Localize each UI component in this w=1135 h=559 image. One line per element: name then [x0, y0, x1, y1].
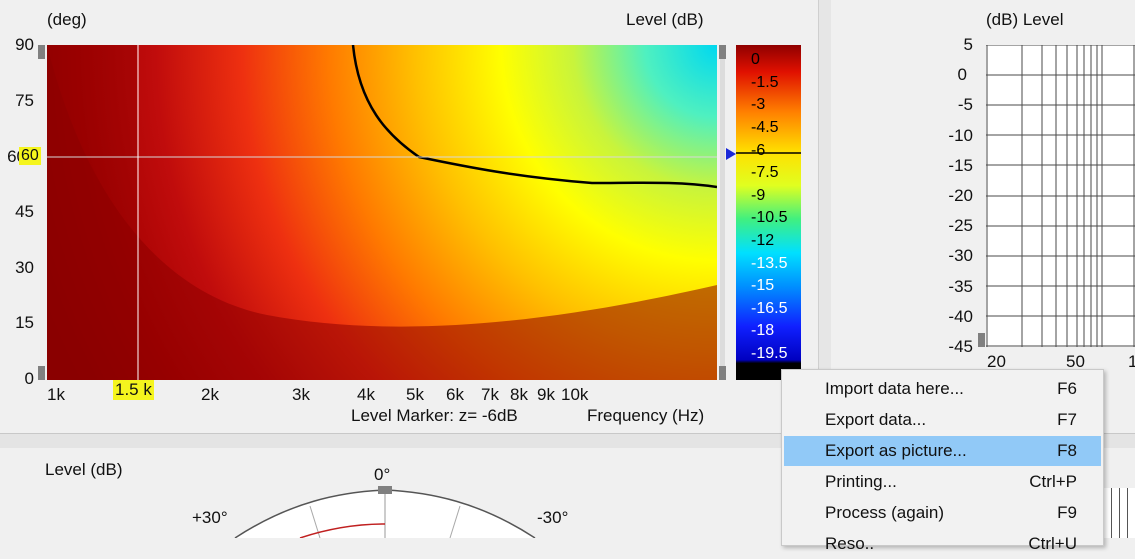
y-tick: -20	[948, 186, 973, 205]
y-tick-15: 15	[15, 313, 34, 332]
polar-level-label: Level (dB)	[45, 460, 123, 479]
colorbar-tick: -1.5	[751, 74, 779, 91]
menu-item-label: Export as picture...	[825, 441, 967, 460]
x-slider-top-handle[interactable]	[719, 45, 726, 59]
x-tick: 8k	[510, 385, 528, 404]
colorbar-tick: -10.5	[751, 209, 788, 226]
level-chart-grid[interactable]	[986, 45, 1135, 347]
menu-item-shortcut: F9	[1057, 503, 1077, 522]
cursor-frequency-badge: 1.5 k	[113, 380, 154, 400]
context-menu: Import data here... F6 Export data... F7…	[781, 369, 1104, 553]
x-tick: 50	[1066, 352, 1085, 371]
colorbar-tick: -19.5	[751, 345, 788, 362]
y-tick: -5	[957, 95, 973, 114]
level-chart-panel: (dB) Level 5 0 -5 -10 -15 -20 -25 -30 -3…	[831, 0, 1135, 432]
y-tick: -15	[948, 156, 973, 175]
x-tick: 3k	[292, 385, 310, 404]
directivity-heatmap[interactable]	[47, 45, 717, 380]
x-tick: 2k	[201, 385, 219, 404]
menu-item-label: Process (again)	[825, 503, 945, 522]
vertical-splitter[interactable]	[818, 0, 832, 432]
bottom-right-chart-area	[1102, 488, 1135, 538]
menu-item-shortcut: Ctrl+U	[1028, 534, 1077, 553]
cursor-angle-badge: 60	[19, 147, 41, 165]
colorbar-tick: -18	[751, 322, 775, 339]
x-tick: 7k	[481, 385, 499, 404]
menu-item-label: Import data here...	[825, 379, 964, 398]
level-label: Level (dB)	[626, 10, 704, 29]
y-tick: 0	[957, 65, 967, 84]
menu-item-shortcut: F8	[1057, 441, 1077, 460]
y-tick-45: 45	[15, 202, 34, 221]
y-tick: -45	[948, 337, 973, 356]
x-tick: 10k	[561, 385, 589, 404]
frequency-axis-label: Frequency (Hz)	[587, 406, 705, 425]
y-slider-bottom-handle[interactable]	[38, 366, 45, 380]
colorbar-tick: -4.5	[751, 119, 779, 136]
colorbar-tick: -9	[751, 187, 766, 204]
menu-item-label: Printing...	[825, 472, 897, 491]
menu-item-export-data[interactable]: Export data... F7	[784, 405, 1101, 435]
polar-map-panel: (deg) Level (dB) 90 75 60 45 30 15 0	[7, 10, 801, 425]
level-chart-slider-handle[interactable]	[978, 333, 985, 347]
menu-item-label: Reso..	[825, 534, 875, 553]
menu-item-reso[interactable]: Reso.. Ctrl+U	[784, 529, 1101, 559]
level-chart-header: (dB) Level	[986, 10, 1064, 29]
y-tick: -30	[948, 246, 973, 265]
colorbar	[736, 45, 801, 380]
y-tick: -35	[948, 277, 973, 296]
x-tick: 9k	[537, 385, 555, 404]
x-tick: 1k	[47, 385, 65, 404]
menu-item-process-again[interactable]: Process (again) F9	[784, 498, 1101, 528]
level-marker-contour	[351, 45, 717, 189]
menu-item-label: Export data...	[825, 410, 927, 429]
x-tick: 4k	[357, 385, 375, 404]
y-tick-0: 0	[24, 369, 34, 388]
heatmap-low-region	[47, 45, 717, 380]
menu-item-shortcut: Ctrl+P	[1029, 472, 1077, 491]
y-tick: -10	[948, 126, 973, 145]
menu-item-import-data[interactable]: Import data here... F6	[784, 374, 1101, 404]
colorbar-tick: 0	[751, 51, 760, 68]
heatmap-left-band	[47, 45, 137, 380]
colorbar-tick: -12	[751, 232, 775, 249]
y-axis-unit-label: (deg)	[47, 10, 87, 29]
menu-item-shortcut: F6	[1057, 379, 1077, 398]
colorbar-tick: -7.5	[751, 164, 779, 181]
level-marker-readout: Level Marker: z= -6dB	[351, 406, 518, 425]
colorbar-tick: -3	[751, 96, 766, 113]
colorbar-gradient	[736, 45, 801, 380]
polar-angle-minus30: -30°	[537, 508, 569, 527]
y-tick-30: 30	[15, 258, 34, 277]
x-slider-bottom-handle[interactable]	[719, 366, 726, 380]
polar-plot[interactable]	[230, 484, 540, 538]
marker-arrow-icon[interactable]	[726, 148, 736, 160]
x-slider-track[interactable]	[720, 59, 725, 366]
menu-item-export-picture[interactable]: Export as picture... F8	[784, 436, 1101, 466]
x-tick: 1	[1128, 352, 1135, 371]
colorbar-tick: -6	[751, 142, 766, 159]
colorbar-tick: -15	[751, 277, 775, 294]
polar-angle-plus30: +30°	[192, 508, 228, 527]
polar-angle-0: 0°	[374, 465, 391, 484]
y-tick-90: 90	[15, 35, 34, 54]
menu-item-printing[interactable]: Printing... Ctrl+P	[784, 467, 1101, 497]
x-tick: 5k	[406, 385, 424, 404]
y-tick: -25	[948, 216, 973, 235]
y-tick-75: 75	[15, 91, 34, 110]
y-tick: -40	[948, 307, 973, 326]
y-slider-top-handle[interactable]	[38, 45, 45, 59]
colorbar-tick: -16.5	[751, 300, 788, 317]
x-tick: 20	[987, 352, 1006, 371]
y-tick: 5	[963, 35, 973, 54]
x-tick: 6k	[446, 385, 464, 404]
colorbar-tick: -13.5	[751, 255, 788, 272]
menu-item-shortcut: F7	[1057, 410, 1077, 429]
